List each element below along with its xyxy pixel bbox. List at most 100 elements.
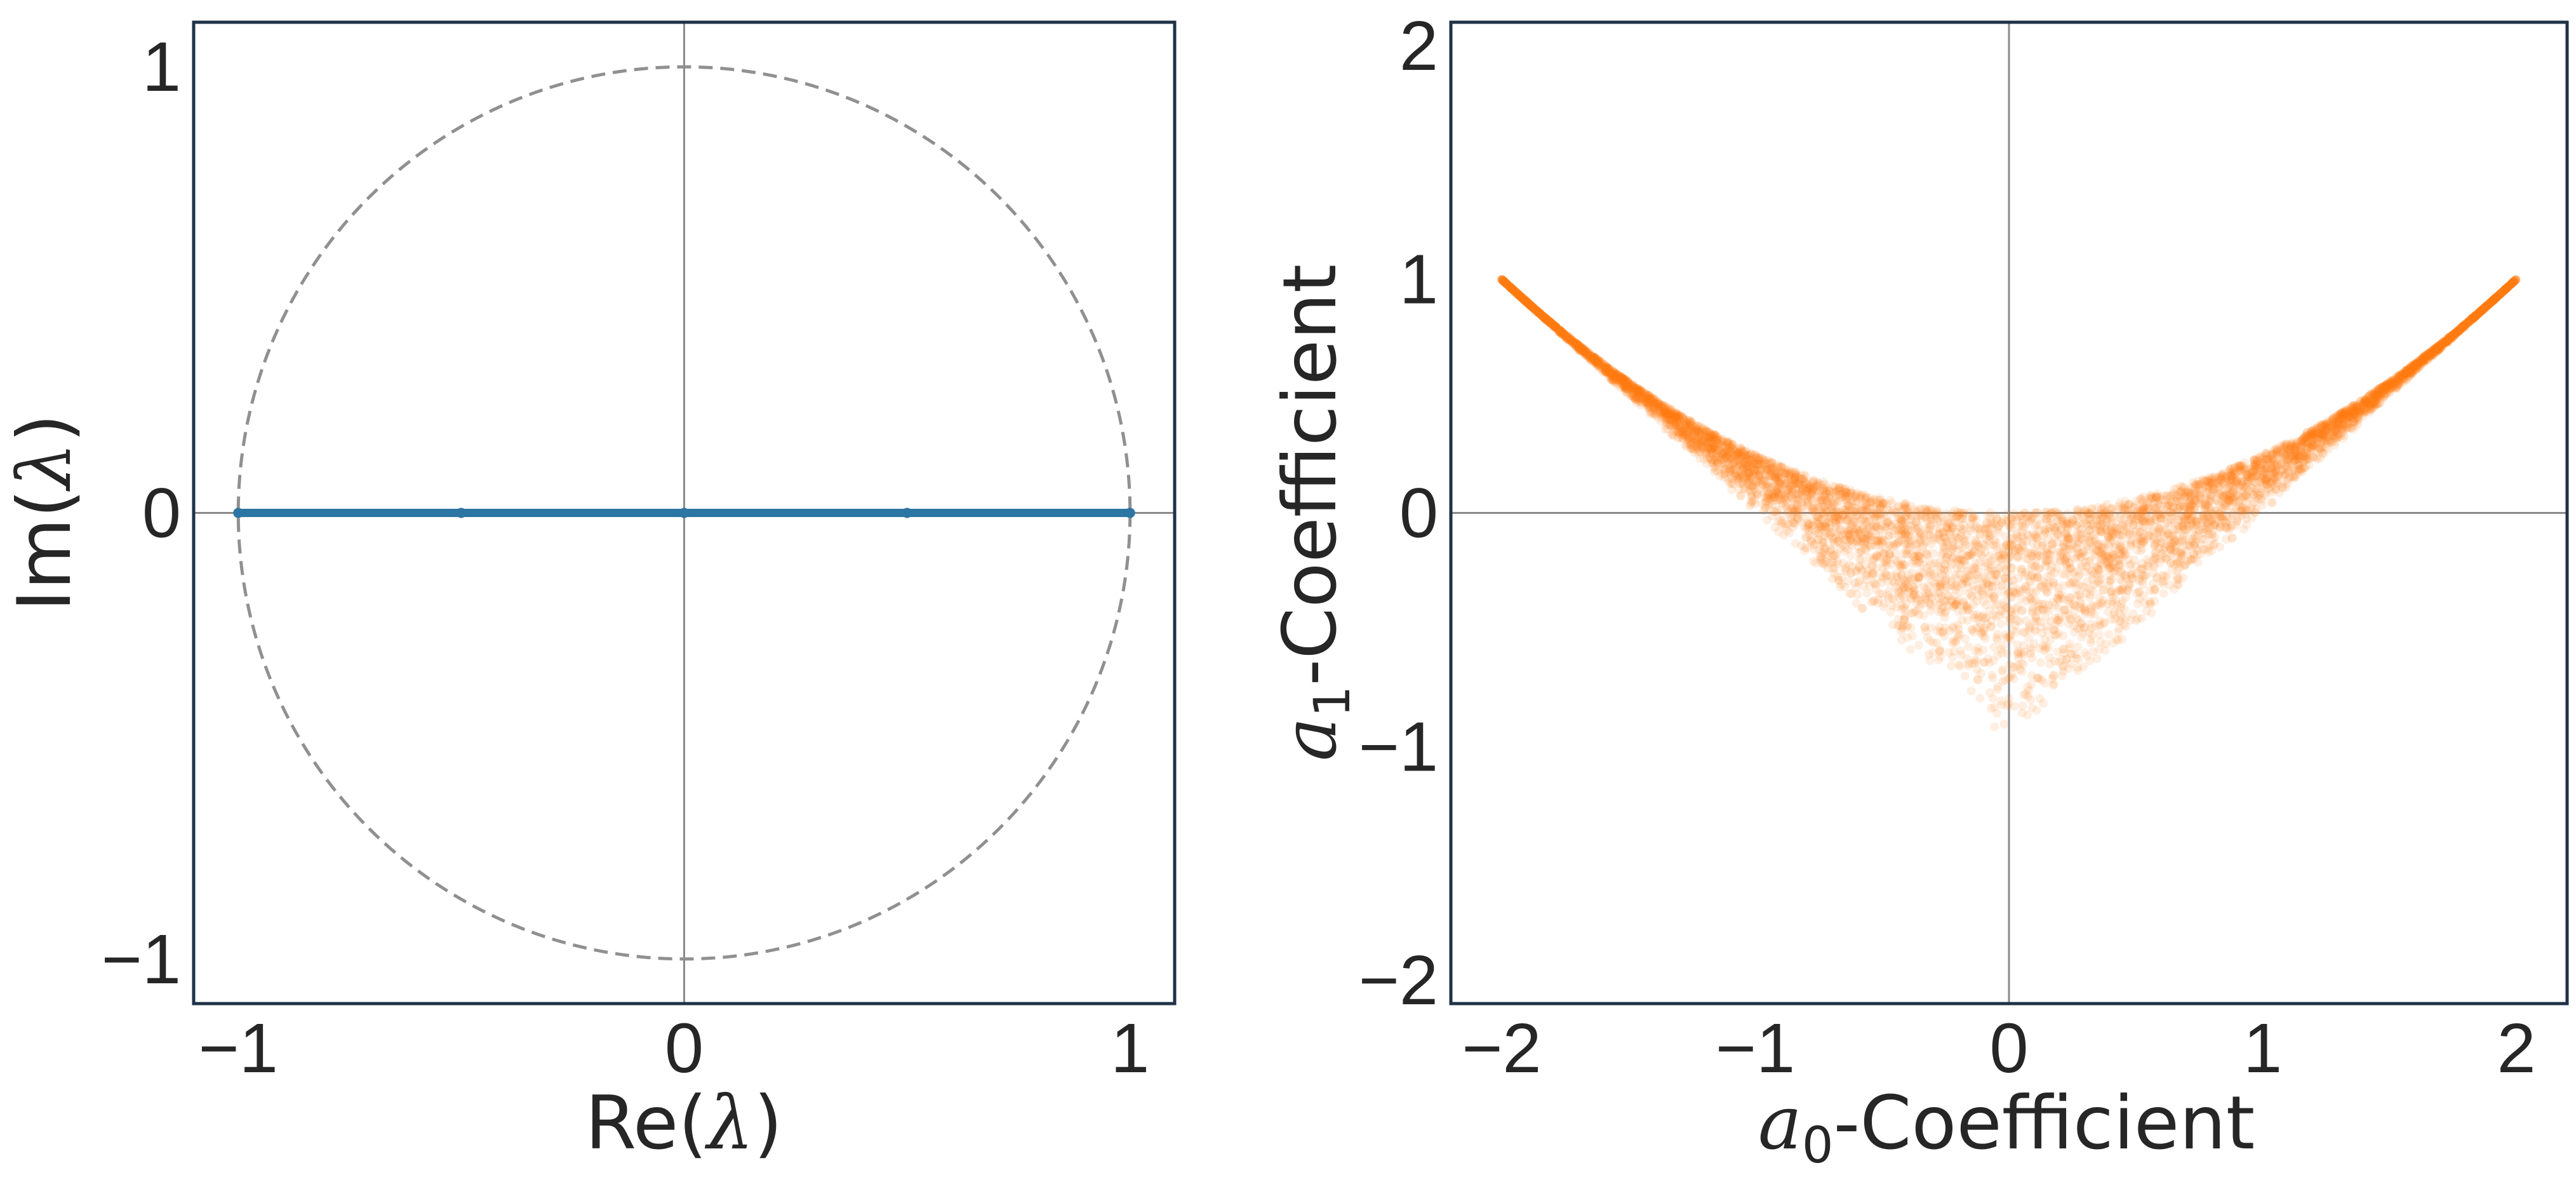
coefficient-point bbox=[2373, 387, 2382, 396]
coefficient-point bbox=[2175, 563, 2184, 573]
coefficient-point bbox=[2328, 427, 2337, 437]
coefficient-point bbox=[1675, 426, 1685, 435]
coefficient-point bbox=[2485, 299, 2495, 308]
coefficient-point bbox=[1613, 370, 1622, 380]
coefficient-point bbox=[1745, 477, 1754, 487]
coefficient-point bbox=[1898, 516, 1907, 525]
coefficient-point bbox=[2229, 469, 2238, 479]
coefficient-point bbox=[1660, 403, 1670, 412]
coefficient-point bbox=[2206, 490, 2215, 500]
coefficient-point bbox=[2208, 473, 2217, 482]
coefficient-point bbox=[2068, 540, 2078, 549]
coefficient-point bbox=[2091, 562, 2100, 572]
coefficient-point bbox=[1683, 438, 1692, 448]
coefficient-point bbox=[2182, 546, 2191, 555]
coefficient-point bbox=[2459, 321, 2469, 331]
coefficient-point bbox=[2430, 346, 2439, 356]
coefficient-point bbox=[1934, 530, 1944, 540]
coefficient-point bbox=[1659, 404, 1669, 413]
coefficient-point bbox=[2208, 487, 2218, 497]
coefficient-point bbox=[2101, 550, 2111, 559]
coefficient-point bbox=[2002, 561, 2012, 570]
coefficient-point bbox=[1561, 333, 1571, 343]
coefficient-point bbox=[1608, 367, 1618, 376]
coefficient-point bbox=[2139, 579, 2148, 589]
coefficient-point bbox=[2096, 542, 2106, 552]
coefficient-point bbox=[2159, 521, 2169, 530]
coefficient-point bbox=[2424, 351, 2434, 360]
coefficient-point bbox=[2453, 326, 2463, 335]
coefficient-point bbox=[1869, 596, 1879, 605]
coefficient-point bbox=[1812, 481, 1820, 491]
coefficient-point bbox=[1596, 361, 1606, 371]
coefficient-point bbox=[2089, 530, 2099, 540]
coefficient-point bbox=[2470, 312, 2479, 321]
coefficient-point bbox=[1679, 415, 1689, 424]
coefficient-point bbox=[2262, 450, 2272, 460]
coefficient-point bbox=[1967, 591, 1976, 600]
coefficient-point bbox=[1862, 505, 1872, 515]
coefficient-point bbox=[2121, 551, 2130, 560]
coefficient-point bbox=[1762, 492, 1772, 502]
coefficient-point bbox=[2130, 503, 2139, 513]
coefficient-point bbox=[2126, 615, 2135, 625]
coefficient-point bbox=[1878, 501, 1887, 511]
coefficient-point bbox=[2097, 560, 2107, 570]
coefficient-point bbox=[2133, 614, 2142, 624]
coefficient-point bbox=[2242, 520, 2252, 529]
coefficient-point bbox=[1574, 342, 1584, 351]
coefficient-point bbox=[2424, 351, 2434, 361]
coefficient-point bbox=[1590, 353, 1599, 362]
coefficient-point bbox=[1746, 473, 1756, 483]
coefficient-point bbox=[2153, 526, 2163, 535]
coefficient-point bbox=[2118, 552, 2128, 562]
coefficient-point bbox=[1883, 571, 1892, 581]
coefficient-point bbox=[1614, 372, 1624, 381]
coefficient-point bbox=[1883, 555, 1892, 564]
coefficient-point bbox=[2076, 596, 2085, 605]
coefficient-point bbox=[2294, 451, 2304, 460]
coefficient-point bbox=[2321, 427, 2331, 437]
left-tick-labels: −1 0 1−101 bbox=[102, 28, 1150, 1087]
coefficient-point bbox=[2326, 429, 2335, 438]
coefficient-point bbox=[1618, 376, 1627, 386]
coefficient-point bbox=[1624, 377, 1633, 386]
coefficient-point bbox=[1928, 577, 1937, 587]
coefficient-point bbox=[2188, 528, 2197, 538]
coefficient-point bbox=[2269, 457, 2278, 466]
coefficient-point bbox=[1765, 504, 1774, 513]
coefficient-point bbox=[2482, 301, 2492, 311]
coefficient-point bbox=[1932, 514, 1941, 523]
coefficient-point bbox=[2347, 414, 2357, 423]
coefficient-point bbox=[1583, 348, 1592, 357]
coefficient-point bbox=[1572, 339, 1581, 349]
coefficient-point bbox=[1565, 333, 1575, 343]
coefficient-point bbox=[2218, 469, 2227, 479]
coefficient-point bbox=[2011, 512, 2020, 521]
coefficient-point bbox=[1628, 386, 1638, 396]
coefficient-point bbox=[2496, 289, 2505, 299]
coefficient-point bbox=[2478, 305, 2487, 314]
left-y-axis-label: Im(λ) bbox=[2, 414, 88, 611]
coefficient-point bbox=[1723, 450, 1733, 459]
coefficient-point bbox=[2363, 398, 2372, 407]
coefficient-point bbox=[1896, 535, 1905, 545]
coefficient-point bbox=[2077, 604, 2086, 613]
coefficient-point bbox=[2092, 654, 2102, 663]
coefficient-point bbox=[1531, 305, 1540, 314]
coefficient-point bbox=[2359, 412, 2368, 420]
coefficient-point bbox=[1912, 551, 1922, 561]
coefficient-point bbox=[2399, 371, 2408, 380]
coefficient-point bbox=[2138, 514, 2147, 523]
coefficient-point bbox=[1774, 462, 1784, 471]
coefficient-point bbox=[2128, 513, 2138, 523]
coefficient-point bbox=[1822, 486, 1832, 495]
coefficient-point bbox=[2233, 490, 2243, 500]
coefficient-point bbox=[1837, 580, 1846, 589]
coefficient-point bbox=[2043, 626, 2053, 636]
coefficient-point bbox=[1577, 344, 1587, 353]
coefficient-point bbox=[2083, 577, 2092, 586]
coefficient-point bbox=[2270, 481, 2279, 490]
coefficient-point bbox=[2350, 405, 2359, 415]
coefficient-point bbox=[1518, 293, 1527, 303]
